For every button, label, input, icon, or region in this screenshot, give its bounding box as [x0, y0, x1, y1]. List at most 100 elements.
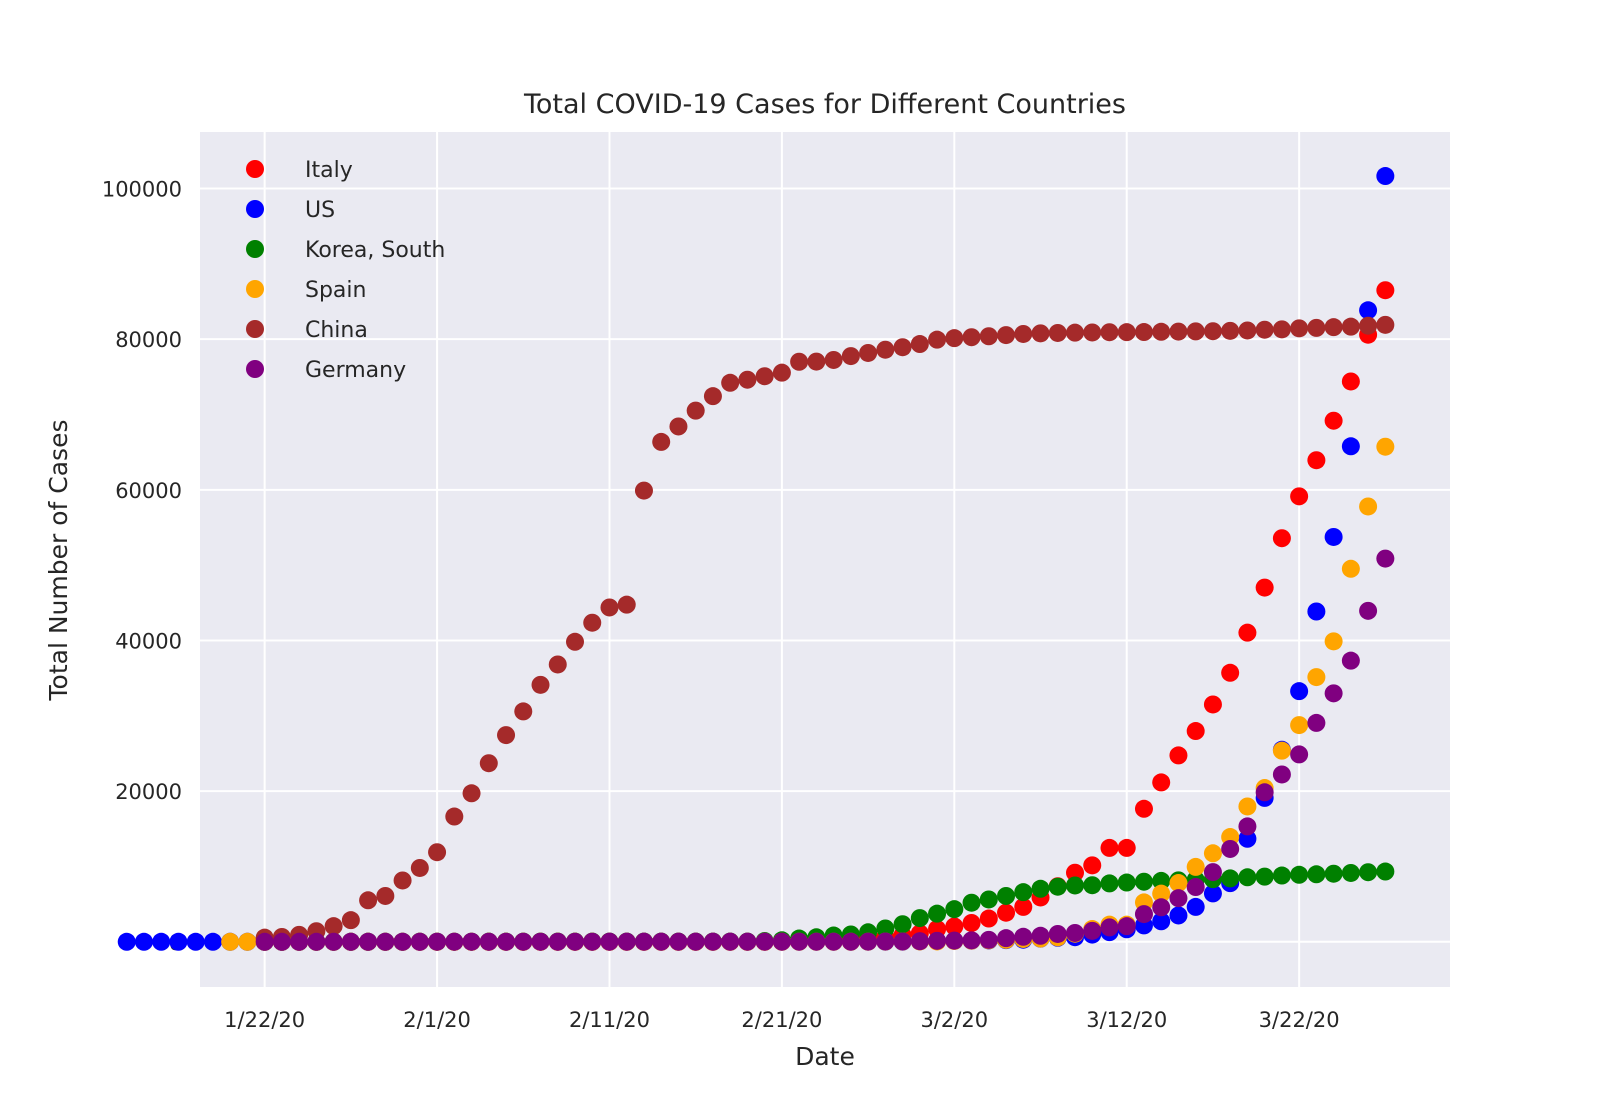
- data-point: [341, 911, 360, 930]
- data-point: [669, 417, 688, 436]
- data-point: [1238, 868, 1257, 887]
- data-point: [1359, 301, 1378, 320]
- data-point: [566, 932, 584, 951]
- data-point: [531, 675, 550, 694]
- data-point: [531, 932, 550, 951]
- data-point: [945, 329, 964, 348]
- data-point: [1186, 897, 1205, 916]
- legend-label: US: [305, 198, 335, 223]
- data-point: [1031, 879, 1050, 898]
- series-china: [255, 315, 1395, 947]
- x-axis-label: Date: [795, 1042, 855, 1071]
- data-point: [703, 932, 722, 951]
- x-tick-label: 2/11/20: [569, 1008, 650, 1032]
- data-point: [1307, 668, 1326, 687]
- data-point: [841, 932, 860, 951]
- data-point: [410, 932, 429, 951]
- data-point: [1272, 765, 1291, 784]
- data-point: [979, 890, 998, 909]
- data-point: [893, 338, 912, 357]
- data-point: [1359, 863, 1378, 882]
- data-point: [117, 932, 136, 951]
- data-point: [1066, 923, 1084, 942]
- data-point: [1134, 872, 1153, 891]
- data-point: [1238, 817, 1257, 836]
- data-point: [876, 932, 895, 951]
- data-point: [290, 932, 309, 951]
- data-point: [1255, 578, 1274, 597]
- data-point: [772, 932, 791, 951]
- data-point: [393, 871, 412, 890]
- data-point: [1014, 883, 1033, 902]
- data-point: [1324, 632, 1343, 651]
- data-point: [824, 932, 843, 951]
- data-point: [445, 932, 464, 951]
- data-point: [307, 932, 326, 951]
- data-point: [721, 373, 740, 392]
- data-point: [1341, 437, 1360, 456]
- data-point: [1031, 926, 1050, 945]
- data-point: [1134, 905, 1153, 924]
- data-point: [945, 931, 964, 950]
- data-point: [324, 917, 343, 936]
- data-point: [203, 932, 222, 951]
- data-point: [1169, 874, 1188, 893]
- y-tick-label: 40000: [115, 629, 182, 653]
- data-point: [1238, 321, 1257, 340]
- data-point: [910, 335, 929, 354]
- data-point: [462, 784, 481, 803]
- data-point: [669, 932, 688, 951]
- data-point: [169, 932, 188, 951]
- data-point: [1376, 281, 1395, 300]
- data-point: [1134, 799, 1153, 818]
- data-point: [738, 932, 757, 951]
- data-point: [686, 932, 705, 951]
- data-point: [1307, 713, 1326, 732]
- data-point: [1083, 856, 1102, 875]
- data-point: [790, 932, 809, 951]
- data-point: [1169, 322, 1188, 341]
- legend-label: Italy: [305, 158, 353, 183]
- legend-label: Germany: [305, 358, 406, 383]
- data-point: [1066, 323, 1084, 342]
- legend-marker: [246, 160, 264, 178]
- data-point: [893, 932, 912, 951]
- data-point: [1083, 323, 1102, 342]
- data-point: [1324, 527, 1343, 546]
- data-point: [686, 401, 705, 420]
- data-point: [807, 932, 826, 951]
- data-point: [1014, 324, 1033, 343]
- data-point: [893, 915, 912, 934]
- y-axis-label: Total Number of Cases: [44, 420, 73, 702]
- data-point: [1100, 323, 1119, 342]
- data-point: [962, 893, 981, 912]
- data-point: [928, 904, 947, 923]
- legend-marker: [246, 240, 264, 258]
- data-point: [186, 932, 205, 951]
- series-germany: [255, 549, 1395, 951]
- data-point: [962, 913, 981, 932]
- data-point: [1152, 773, 1171, 792]
- data-point: [997, 903, 1016, 922]
- legend-marker: [246, 200, 264, 218]
- data-point: [1341, 372, 1360, 391]
- data-point: [1290, 745, 1309, 764]
- data-point: [1203, 863, 1222, 882]
- legend-label: Korea, South: [305, 238, 445, 263]
- data-point: [1048, 323, 1067, 342]
- data-point: [1169, 906, 1188, 925]
- data-point: [997, 929, 1016, 948]
- data-point: [1290, 716, 1309, 735]
- y-tick-label: 100000: [102, 177, 182, 201]
- data-point: [997, 886, 1016, 905]
- data-point: [1203, 844, 1222, 863]
- data-point: [1186, 722, 1205, 741]
- data-point: [255, 932, 274, 951]
- data-point: [1324, 864, 1343, 883]
- data-point: [755, 367, 774, 386]
- data-point: [807, 352, 826, 371]
- data-point: [1134, 323, 1153, 342]
- data-point: [548, 932, 567, 951]
- data-point: [634, 932, 653, 951]
